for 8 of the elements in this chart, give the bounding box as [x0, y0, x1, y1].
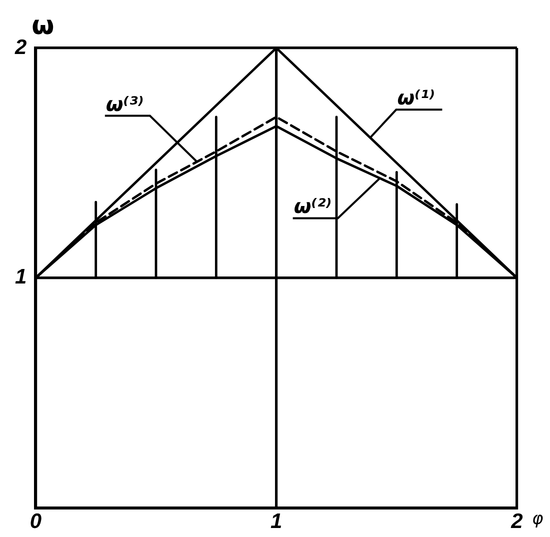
text: ω⁽³⁾ — [106, 92, 144, 116]
x-tick-label: 2 — [510, 510, 524, 534]
x-tick-label: 1 — [270, 510, 282, 534]
series-label: ω⁽²⁾ — [294, 194, 332, 218]
y-axis-title: ω — [32, 11, 54, 41]
series-label: ω⁽¹⁾ — [397, 86, 435, 110]
x-tick-label: 0 — [30, 510, 42, 534]
x-axis-title: φ — [532, 508, 544, 529]
